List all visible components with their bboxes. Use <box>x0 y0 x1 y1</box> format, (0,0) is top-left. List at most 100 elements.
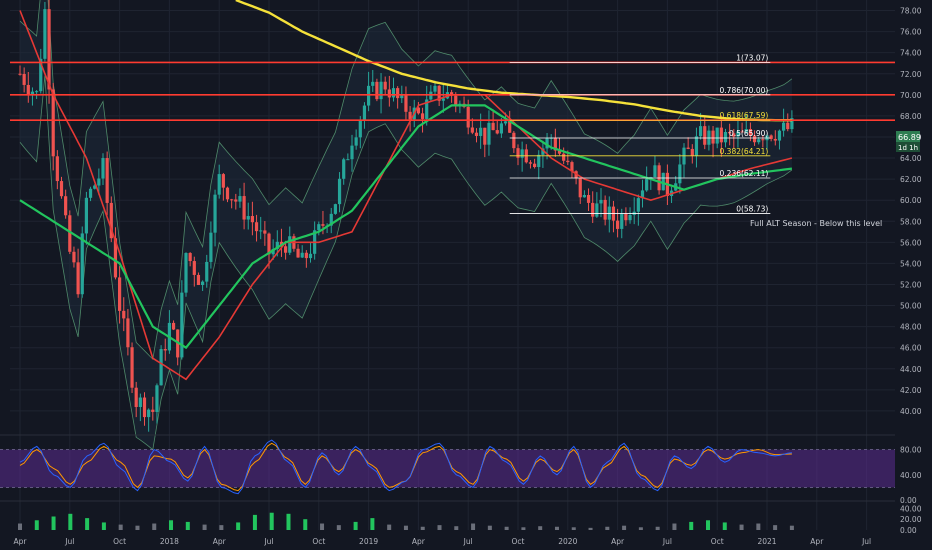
ma-red-line <box>19 10 793 381</box>
volume-bar-25 <box>437 525 442 530</box>
candle-body-173 <box>736 131 740 137</box>
time-tick-4: Apr <box>213 537 227 546</box>
volume-bar-23 <box>403 525 408 530</box>
volume-bar-14 <box>252 514 257 530</box>
candle-body-117 <box>503 121 508 124</box>
candle-body-22 <box>109 202 113 239</box>
candlesticks <box>18 0 794 432</box>
candle-body-116 <box>499 123 503 134</box>
price-tick-8: 62.00 <box>900 175 922 184</box>
stoch-k-line <box>19 439 792 495</box>
candle-body-14 <box>76 262 80 295</box>
candle-body-19 <box>97 178 101 186</box>
volume-bar-42 <box>722 522 727 530</box>
price-tick-1: 76.00 <box>900 28 922 37</box>
candle-body-167 <box>711 130 715 144</box>
candle-body-84 <box>367 85 371 106</box>
candle-body-159 <box>678 164 682 184</box>
candle-body-76 <box>333 204 337 214</box>
candle-body-81 <box>354 137 358 146</box>
candle-body-123 <box>528 162 533 164</box>
candle-body-126 <box>541 148 545 155</box>
price-tick-0: 78.00 <box>900 7 922 16</box>
candle-body-142 <box>607 206 611 220</box>
candle-body-147 <box>628 214 632 221</box>
volume-bar-39 <box>672 523 677 530</box>
candle-body-114 <box>491 122 495 131</box>
candle-body-67 <box>296 248 300 258</box>
time-tick-11: 2020 <box>558 537 577 546</box>
candle-body-129 <box>553 137 557 151</box>
candle-body-5 <box>39 58 43 92</box>
candle-body-140 <box>599 199 603 204</box>
volume-bar-2 <box>51 516 56 530</box>
candle-body-181 <box>769 135 773 139</box>
time-axis[interactable]: Apr Jul Oct 2018 Apr Jul Oct 2019 Apr Jul Oct 2020 A… <box>14 537 872 546</box>
time-tick-15: 2021 <box>757 537 776 546</box>
volume-bar-10 <box>185 521 190 530</box>
price-tick-9: 60.00 <box>900 196 922 205</box>
candle-body-52 <box>234 199 238 202</box>
candle-body-37 <box>171 322 176 330</box>
volume-bar-32 <box>554 526 559 530</box>
candle-body-2 <box>26 84 30 95</box>
time-tick-7: 2019 <box>359 537 378 546</box>
candle-body-80 <box>350 145 354 160</box>
candle-body-26 <box>126 318 130 348</box>
candle-body-57 <box>254 222 259 232</box>
price-tick-17: 44.00 <box>900 365 922 374</box>
stoch-band <box>0 449 895 488</box>
candle-body-4 <box>35 91 39 93</box>
candle-body-182 <box>773 138 777 141</box>
candle-body-8 <box>51 89 55 157</box>
candle-body-33 <box>155 385 159 412</box>
current-price-label: 66.89 1d 1h <box>896 131 921 152</box>
candle-body-79 <box>346 159 350 161</box>
candle-body-176 <box>748 128 752 136</box>
candle-body-118 <box>508 121 512 133</box>
candle-body-88 <box>383 81 387 90</box>
candle-body-69 <box>304 252 308 259</box>
volume-bar-15 <box>269 512 274 530</box>
candle-body-7 <box>47 9 51 90</box>
candle-body-115 <box>495 130 499 134</box>
volume-bar-28 <box>487 525 492 530</box>
candle-body-17 <box>88 188 93 198</box>
volume-bar-36 <box>622 525 627 530</box>
candle-body-68 <box>300 252 304 258</box>
price-tick-2: 74.00 <box>900 49 922 58</box>
timeframe-box <box>896 142 920 152</box>
current-price-text: 66.89 <box>898 133 921 142</box>
candle-body-97 <box>420 113 425 119</box>
candle-body-138 <box>591 202 595 217</box>
volume-bar-34 <box>588 527 593 530</box>
volume-bar-5 <box>101 522 106 530</box>
candle-body-13 <box>72 251 76 263</box>
fib-label-3: 0.5(65.90) <box>729 129 768 138</box>
time-tick-8: Apr <box>412 537 426 546</box>
price-tick-10: 58.00 <box>900 217 922 226</box>
candle-body-29 <box>138 397 142 407</box>
volume-bar-20 <box>353 521 358 530</box>
candle-body-108 <box>466 106 470 128</box>
volume-bar-16 <box>286 513 291 530</box>
candle-body-44 <box>201 281 205 286</box>
candle-body-30 <box>142 397 147 418</box>
candle-body-112 <box>483 127 487 145</box>
candle-body-55 <box>246 216 250 220</box>
volume-bar-7 <box>135 525 140 530</box>
candle-body-133 <box>570 162 574 172</box>
candle-body-101 <box>437 85 441 101</box>
candle-body-12 <box>68 215 72 252</box>
candle-body-70 <box>308 253 313 259</box>
time-tick-13: Jul <box>662 537 672 546</box>
price-tick-18: 42.00 <box>900 386 922 395</box>
candle-body-184 <box>782 122 786 131</box>
candle-body-163 <box>694 136 699 157</box>
candle-body-94 <box>408 111 412 120</box>
price-tick-3: 72.00 <box>900 70 922 79</box>
candle-body-111 <box>479 127 483 136</box>
volume-bar-12 <box>219 525 224 530</box>
candle-body-34 <box>159 349 163 386</box>
price-tick-15: 48.00 <box>900 323 922 332</box>
